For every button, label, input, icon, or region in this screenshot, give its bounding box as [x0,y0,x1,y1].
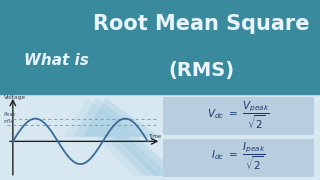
Text: rms: rms [4,119,14,124]
Text: Peak: Peak [4,112,17,118]
Text: $V_{dc}\ =\ \dfrac{V_{peak}}{\sqrt{2}}$: $V_{dc}\ =\ \dfrac{V_{peak}}{\sqrt{2}}$ [207,100,270,131]
Text: Voltage: Voltage [4,95,26,100]
Text: $I_{dc}\ =\ \dfrac{I_{peak}}{\sqrt{2}}$: $I_{dc}\ =\ \dfrac{I_{peak}}{\sqrt{2}}$ [211,141,266,172]
Text: What is: What is [24,53,88,68]
Text: Root Mean Square: Root Mean Square [93,14,310,34]
Polygon shape [64,98,160,176]
Text: Time: Time [149,134,162,139]
FancyBboxPatch shape [160,96,316,136]
Text: (RMS): (RMS) [169,61,235,80]
FancyBboxPatch shape [160,138,316,177]
Polygon shape [83,98,179,176]
Polygon shape [74,98,170,176]
